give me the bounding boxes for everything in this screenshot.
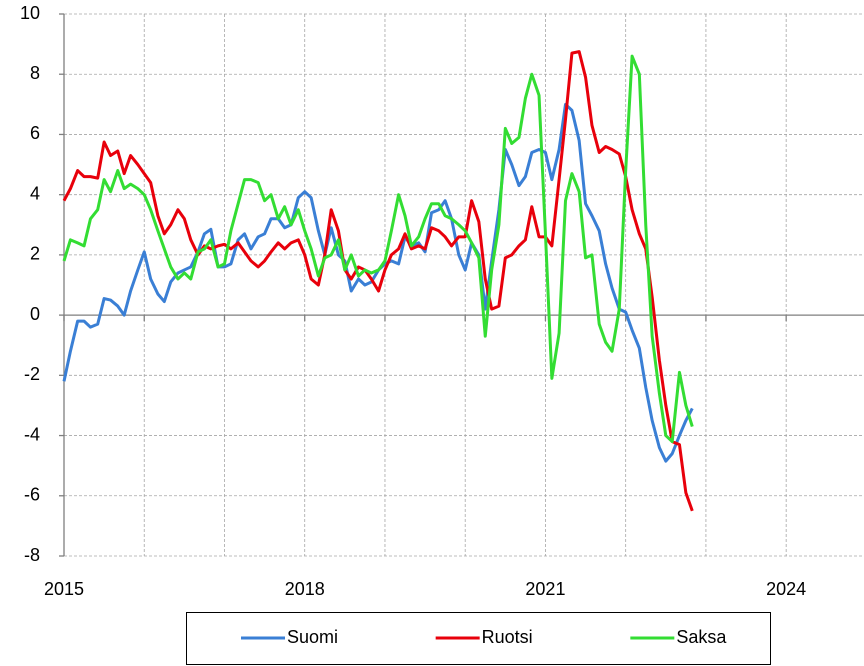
legend-label: Ruotsi: [482, 627, 533, 647]
y-tick-label: 8: [30, 63, 40, 83]
x-tick-label: 2024: [766, 579, 806, 599]
y-tick-label: -4: [24, 424, 40, 444]
x-tick-label: 2015: [44, 579, 84, 599]
y-tick-label: 0: [30, 304, 40, 324]
data-line: [62, 102, 694, 463]
data-line: [62, 50, 694, 512]
y-tick-label: 6: [30, 123, 40, 143]
legend-label: Suomi: [287, 627, 338, 647]
y-tick-label: 2: [30, 244, 40, 264]
y-tick-label: 10: [20, 3, 40, 23]
y-tick-label: -8: [24, 545, 40, 565]
y-tick-label: 4: [30, 183, 40, 203]
data-line: [62, 54, 694, 444]
x-tick-label: 2021: [525, 579, 565, 599]
y-tick-label: -6: [24, 485, 40, 505]
y-tick-label: -2: [24, 364, 40, 384]
x-tick-label: 2018: [285, 579, 325, 599]
legend-label: Saksa: [676, 627, 727, 647]
legend: Suomi Ruotsi Saksa: [186, 612, 771, 665]
